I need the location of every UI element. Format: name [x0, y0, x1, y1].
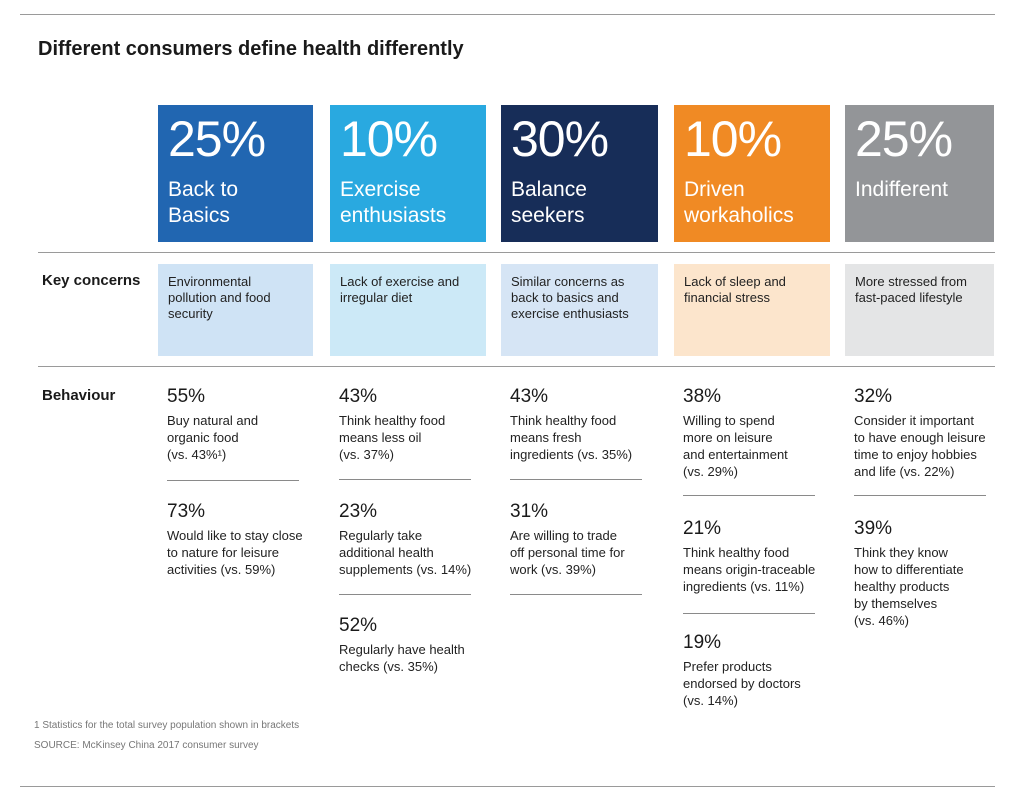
rule-below-concerns — [38, 366, 995, 367]
page-title: Different consumers define health differ… — [38, 38, 464, 60]
stat-value: 43% — [510, 386, 549, 407]
rule-below-segments — [38, 252, 995, 253]
stat-value: 32% — [854, 386, 893, 407]
segment-label: Driven workaholics — [684, 178, 794, 227]
behaviour-stat: 38% Willing to spend more on leisure and … — [683, 386, 845, 480]
stat-description: Would like to stay close to nature for l… — [167, 528, 303, 577]
stat-value: 73% — [167, 501, 206, 522]
behaviour-stat: 31% Are willing to trade off personal tim… — [510, 501, 673, 578]
stat-value: 52% — [339, 615, 378, 636]
stat-description: Think healthy food means less oil (vs. 3… — [339, 413, 446, 462]
stat-value: 38% — [683, 386, 722, 407]
footnote: 1 Statistics for the total survey popula… — [34, 720, 300, 731]
top-rule — [20, 14, 995, 15]
behaviour-stat: 21% Think healthy food means origin-trace… — [683, 518, 845, 595]
behaviour-stat: 73% Would like to stay close to nature fo… — [167, 501, 328, 578]
segment-label: Indifferent — [855, 178, 949, 201]
stat-description: Consider it important to have enough lei… — [854, 413, 986, 479]
key-concern-box: Similar concerns as back to basics and e… — [501, 264, 658, 356]
segment-card: 25% Back to Basics — [158, 105, 313, 242]
stat-divider — [683, 613, 815, 614]
stat-value: 43% — [339, 386, 378, 407]
stat-description: Regularly have health checks (vs. 35%) — [339, 642, 465, 674]
stat-description: Buy natural and organic food (vs. 43%¹) — [167, 413, 259, 462]
stat-value: 19% — [683, 632, 722, 653]
segment-label: Back to Basics — [168, 178, 239, 227]
segment-percentage: 25% — [855, 111, 953, 167]
stat-value: 55% — [167, 386, 206, 407]
stat-divider — [339, 479, 471, 480]
stat-description: Think they know how to differentiate hea… — [854, 545, 964, 628]
segment-percentage: 10% — [684, 111, 782, 167]
segment-label: Exercise enthusiasts — [340, 178, 447, 227]
behaviour-stat: 32% Consider it important to have enough … — [854, 386, 1009, 480]
stat-description: Think healthy food means fresh ingredien… — [510, 413, 633, 462]
stat-description: Willing to spend more on leisure and ent… — [683, 413, 788, 479]
bottom-rule — [20, 786, 995, 787]
key-concern-box: Lack of sleep and financial stress — [674, 264, 830, 356]
stat-divider — [683, 495, 815, 496]
segment-percentage: 25% — [168, 111, 266, 167]
segment-label: Balance seekers — [511, 178, 587, 227]
key-concern-box: Lack of exercise and irregular diet — [330, 264, 486, 356]
stat-divider — [510, 594, 642, 595]
stat-description: Regularly take additional health supplem… — [339, 528, 472, 577]
key-concerns-label: Key concerns — [42, 272, 141, 289]
stat-divider — [854, 495, 986, 496]
stat-description: Prefer products endorsed by doctors (vs.… — [683, 659, 801, 708]
behaviour-stat: 19% Prefer products endorsed by doctors (… — [683, 632, 845, 709]
segment-card: 30% Balance seekers — [501, 105, 658, 242]
behaviour-stat: 23% Regularly take additional health supp… — [339, 501, 501, 578]
behaviour-stat: 52% Regularly have health checks (vs. 35%… — [339, 615, 501, 675]
behaviour-label: Behaviour — [42, 387, 116, 404]
behaviour-stat: 39% Think they know how to differentiate … — [854, 518, 1009, 629]
segment-percentage: 30% — [511, 111, 609, 167]
stat-divider — [339, 594, 471, 595]
stat-value: 39% — [854, 518, 893, 539]
stat-value: 21% — [683, 518, 722, 539]
stat-divider — [167, 480, 299, 481]
behaviour-stat: 43% Think healthy food means fresh ingred… — [510, 386, 673, 463]
segment-card: 25% Indifferent — [845, 105, 994, 242]
segment-card: 10% Exercise enthusiasts — [330, 105, 486, 242]
key-concern-box: More stressed from fast-paced lifestyle — [845, 264, 994, 356]
stat-value: 31% — [510, 501, 549, 522]
stat-value: 23% — [339, 501, 378, 522]
behaviour-stat: 55% Buy natural and organic food (vs. 43%… — [167, 386, 328, 463]
key-concern-box: Environmental pollution and food securit… — [158, 264, 313, 356]
source-note: SOURCE: McKinsey China 2017 consumer sur… — [34, 740, 259, 751]
stat-divider — [510, 479, 642, 480]
segment-card: 10% Driven workaholics — [674, 105, 830, 242]
behaviour-stat: 43% Think healthy food means less oil (vs… — [339, 386, 501, 463]
stat-description: Are willing to trade off personal time f… — [510, 528, 625, 577]
segment-percentage: 10% — [340, 111, 438, 167]
stat-description: Think healthy food means origin-traceabl… — [683, 545, 816, 594]
